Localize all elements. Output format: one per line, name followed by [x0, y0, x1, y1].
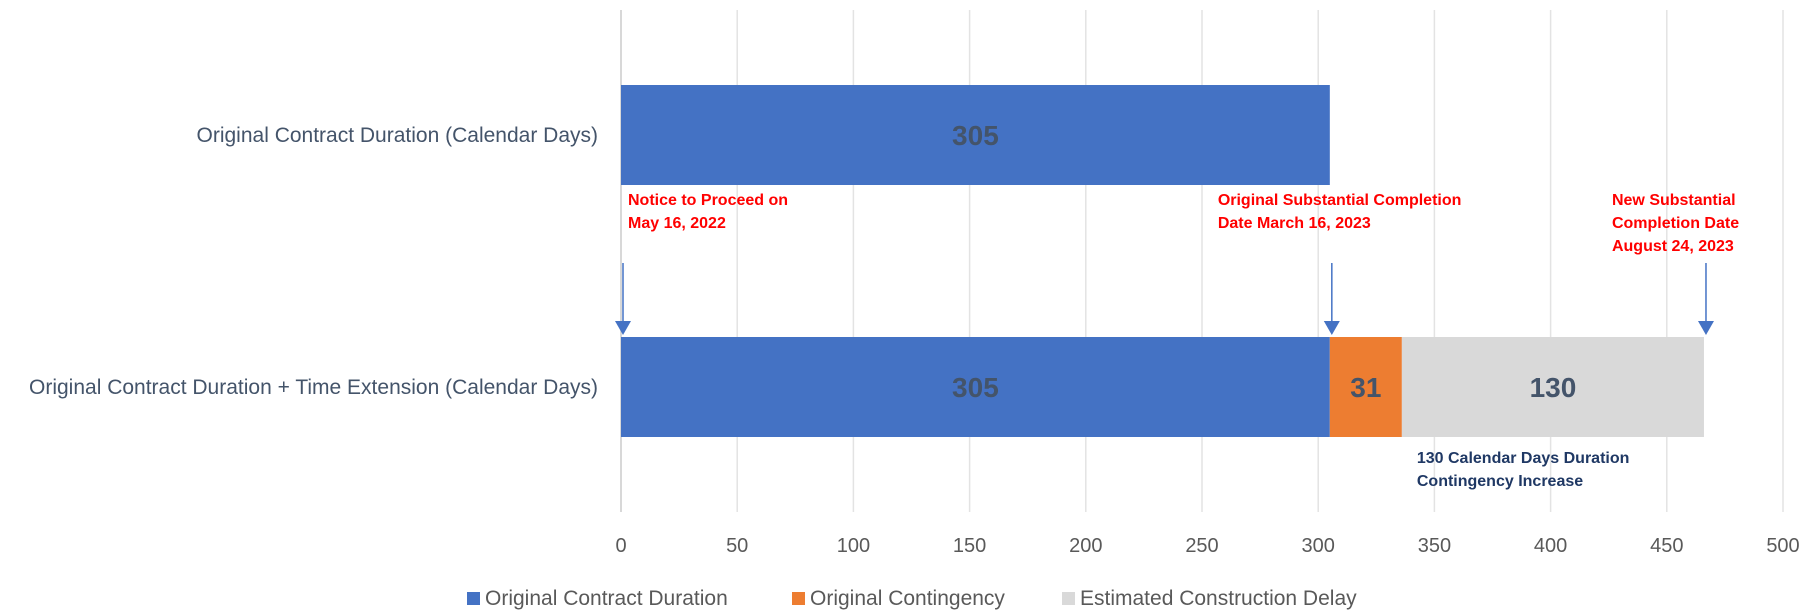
x-tick-label: 50	[726, 535, 748, 557]
annotation-text: New Substantial	[1612, 192, 1736, 209]
annotation-text: Notice to Proceed on	[628, 192, 788, 209]
value-label: 130	[1530, 372, 1577, 403]
bar-segment	[1329, 337, 1402, 437]
annotation-text: Contingency Increase	[1417, 473, 1583, 490]
legend-label: Original Contingency	[810, 587, 1005, 610]
value-label: 305	[952, 120, 999, 151]
annotations: Notice to Proceed on May 16, 2022 Original…	[615, 192, 1739, 490]
legend-swatch	[1062, 592, 1075, 605]
annotation-text: May 16, 2022	[628, 215, 726, 232]
legend-swatch	[792, 592, 805, 605]
bar-segment	[621, 337, 1330, 437]
x-tick-label: 350	[1418, 535, 1451, 557]
annotation-text: 130 Calendar Days Duration	[1417, 450, 1630, 467]
annotation-text: Completion Date	[1612, 215, 1739, 232]
bar-segment	[621, 85, 1330, 185]
bar-segment	[1401, 337, 1704, 437]
x-tick-label: 0	[615, 535, 626, 557]
value-label: 305	[952, 372, 999, 403]
annotation-text: Date March 16, 2023	[1218, 215, 1371, 232]
category-label: Original Contract Duration + Time Extens…	[29, 376, 598, 399]
value-label: 31	[1350, 372, 1381, 403]
legend: Original Contract Duration Original Conti…	[467, 587, 1357, 610]
legend-label: Estimated Construction Delay	[1080, 587, 1357, 610]
legend-label: Original Contract Duration	[485, 587, 728, 610]
value-labels: 305 305 31 130	[952, 120, 1576, 403]
bars	[621, 85, 1704, 437]
x-tick-label: 200	[1069, 535, 1102, 557]
x-tick-label: 500	[1766, 535, 1799, 557]
annotation-arrowhead	[615, 321, 631, 335]
annotation-arrowhead	[1697, 321, 1714, 335]
x-tick-label: 400	[1534, 535, 1567, 557]
x-tick-label: 100	[837, 535, 870, 557]
annotation-text: Original Substantial Completion	[1218, 192, 1462, 209]
annotation-text: August 24, 2023	[1612, 238, 1734, 255]
category-label: Original Contract Duration (Calendar Day…	[197, 124, 599, 147]
x-tick-labels: 0 50 100 150 200 250 300 350 400 450 500	[615, 535, 1799, 557]
legend-swatch	[467, 592, 480, 605]
x-tick-label: 450	[1650, 535, 1683, 557]
annotation-arrowhead	[1323, 321, 1340, 335]
category-labels: Original Contract Duration (Calendar Day…	[29, 124, 598, 399]
x-tick-label: 150	[953, 535, 986, 557]
x-tick-label: 250	[1185, 535, 1218, 557]
x-tick-label: 300	[1302, 535, 1335, 557]
